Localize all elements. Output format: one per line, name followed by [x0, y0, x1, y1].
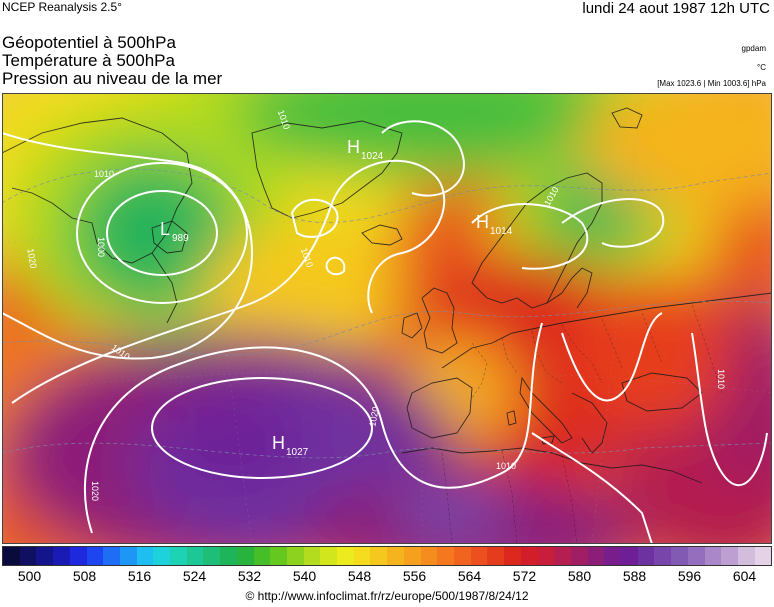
colorbar-swatch [186, 547, 204, 565]
colorbar-tick-label: 524 [182, 568, 207, 584]
colorbar-swatch [554, 547, 571, 565]
colorbar-swatch [504, 547, 521, 565]
colorbar-swatch [53, 547, 70, 565]
high-center-letter: H [272, 433, 285, 453]
colorbar-swatch [136, 547, 154, 565]
colorbar-tick-label: 508 [72, 568, 97, 584]
colorbar-swatch [737, 547, 755, 565]
colorbar-swatch [420, 547, 438, 565]
colorbar-swatch [587, 547, 605, 565]
colorbar-tick-label: 588 [622, 568, 647, 584]
colorbar-swatch [286, 547, 304, 565]
colorbar-swatch [86, 547, 104, 565]
isobar-label: 1020 [25, 248, 38, 269]
source-label: NCEP Reanalysis 2.5° [2, 0, 122, 14]
colorbar-swatch [604, 547, 622, 565]
unit-gpdam: gpdam [741, 44, 766, 53]
colorbar-swatch [170, 547, 187, 565]
colorbar-swatch [370, 547, 388, 565]
title-geopotential: Géopotentiel à 500hPa [2, 33, 176, 52]
high-center-value: 1027 [286, 447, 309, 458]
graticule [2, 93, 772, 544]
unit-celsius: °C [757, 63, 766, 72]
high-center-value: 1024 [361, 151, 384, 162]
colorbar-swatch [621, 547, 638, 565]
footer-credit: © http://www.infoclimat.fr/rz/europe/500… [245, 589, 529, 603]
colorbar-swatch [236, 547, 254, 565]
pressure-range: [Max 1023.6 | Min 1003.6] hPa [657, 79, 766, 88]
colorbar-swatch [721, 547, 738, 565]
colorbar-swatch [253, 547, 271, 565]
colorbar-swatch [270, 547, 287, 565]
colorbar-swatch [19, 547, 37, 565]
colorbar-swatch [119, 547, 137, 565]
colorbar-tick-label: 596 [677, 568, 702, 584]
isobar-label: 1020 [367, 406, 380, 427]
isotherms [2, 168, 772, 459]
colorbar-tick-label: 540 [292, 568, 317, 584]
colorbar [2, 546, 772, 566]
colorbar-swatch [671, 547, 688, 565]
colorbar-swatch [637, 547, 655, 565]
colorbar-tick-label: 572 [512, 568, 537, 584]
datetime-label: lundi 24 aout 1987 12h UTC [582, 0, 770, 17]
colorbar-tick-label: 500 [17, 568, 42, 584]
colorbar-swatch [704, 547, 722, 565]
colorbar-swatch [203, 547, 221, 565]
colorbar-tick-label: 580 [567, 568, 592, 584]
colorbar-tick-label: 564 [457, 568, 482, 584]
colorbar-swatch [36, 547, 54, 565]
colorbar-swatch [220, 547, 237, 565]
isobars [2, 120, 768, 544]
colorbar-swatch [403, 547, 421, 565]
colorbar-tick-label: 556 [402, 568, 427, 584]
title-temperature: Température à 500hPa [2, 51, 175, 70]
colorbar-tick-label: 604 [732, 568, 757, 584]
high-center-letter: H [476, 212, 489, 232]
colorbar-tick-label: 532 [237, 568, 262, 584]
colorbar-swatch [337, 547, 354, 565]
low-center-letter: L [160, 219, 170, 239]
geopotential-field [2, 93, 772, 544]
high-center-value: 1014 [490, 226, 513, 237]
colorbar-swatch [470, 547, 488, 565]
high-center-letter: H [347, 137, 360, 157]
colorbar-ticks: 500 508 516 524 532 540 548 556 564 572 580 588 596 6… [2, 568, 772, 586]
isobar-labels: 1010 1000 1020 1010 1010 1010 1020 1010 … [25, 109, 726, 502]
isobar-label: 1010 [716, 369, 726, 389]
colorbar-swatch [570, 547, 588, 565]
colorbar-swatch [654, 547, 672, 565]
colorbar-tick-label: 548 [347, 568, 372, 584]
colorbar-swatch [353, 547, 371, 565]
colorbar-swatch [320, 547, 338, 565]
colorbar-swatch [437, 547, 454, 565]
isobar-label: 1020 [90, 481, 100, 501]
colorbar-swatch [3, 547, 20, 565]
colorbar-swatch [520, 547, 538, 565]
colorbar-swatch [103, 547, 120, 565]
isobar-label: 1010 [496, 461, 516, 471]
colorbar-swatch [487, 547, 505, 565]
colorbar-swatch [153, 547, 171, 565]
isobar-label: 1010 [94, 169, 114, 179]
colorbar-swatch [303, 547, 321, 565]
isobar-label: 1000 [96, 237, 106, 257]
borders [441, 304, 723, 544]
colorbar-tick-label: 516 [127, 568, 152, 584]
weather-map: L 989 H 1024 H 1014 H 1027 1010 1000 102… [2, 93, 772, 544]
colorbar-swatch [387, 547, 404, 565]
title-pressure: Pression au niveau de la mer [2, 69, 223, 88]
colorbar-swatch [453, 547, 471, 565]
coastlines [2, 107, 772, 484]
colorbar-swatch [754, 547, 772, 565]
low-center-value: 989 [172, 233, 189, 244]
colorbar-swatch [69, 547, 87, 565]
colorbar-swatch [687, 547, 705, 565]
colorbar-swatch [537, 547, 555, 565]
pressure-centers: L 989 H 1024 H 1014 H 1027 [160, 137, 513, 458]
